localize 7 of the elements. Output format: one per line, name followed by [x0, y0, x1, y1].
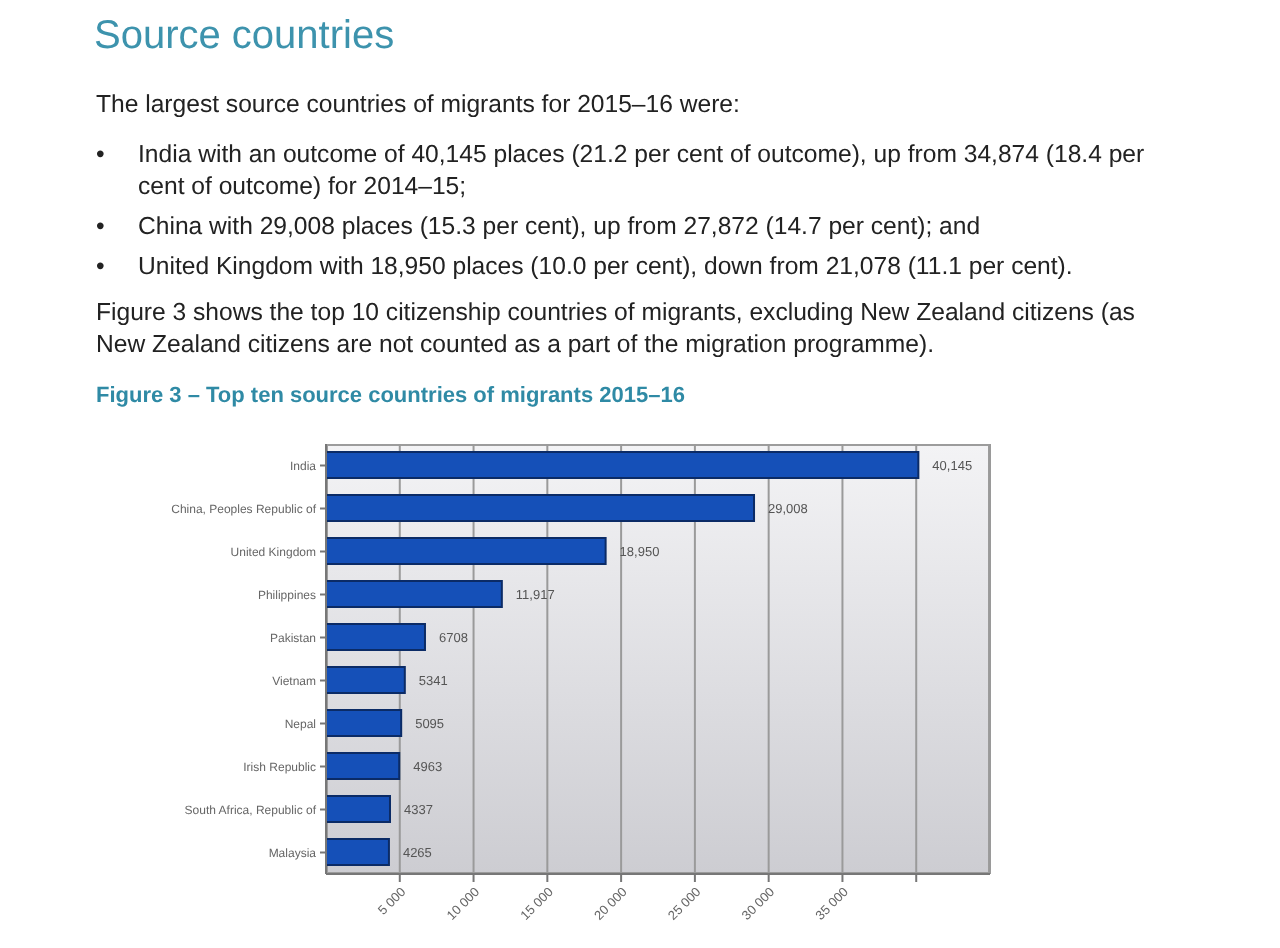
- text: • China with 29,008 places (15.3 per cent), up from 27,872 (14.7 per cent); and: [96, 212, 981, 240]
- chart-title: Source countries: [94, 14, 395, 58]
- chart-subtitle: Figure 3 – Top ten source countries of migrants 2015–16: [96, 384, 685, 408]
- caption: Figure 3 shows the top 10 citizenship countries of migrants, excluding New Zealand citizens (as New Zealand citizens are not counted as a part of the migration programme).: [96, 298, 1135, 358]
- text: • United Kingdom with 18,950 places (10.0 per cent), down from 21,078 (11.1 per cent).: [96, 252, 1073, 280]
- text: The largest source countries of migrants for 2015–16 were:: [96, 90, 740, 118]
- text: • India with an outcome of 40,145 places (21.2 per cent of outcome), up from 34,874 (18.4 per cent of outcome) for 2014–15;: [96, 140, 1147, 200]
